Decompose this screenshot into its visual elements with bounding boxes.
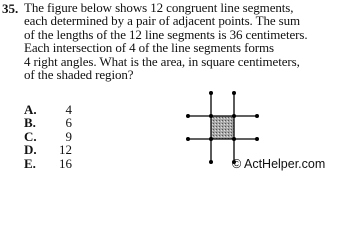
- choice-letter: C.: [24, 128, 37, 144]
- page: {"question": {"number": "35.", "lines": …: [2, 0, 326, 171]
- text-line: 4 right angles. What is the area, in squ…: [24, 53, 300, 69]
- figure: [186, 91, 259, 164]
- question-number: 35.: [2, 1, 19, 16]
- shaded-region: [211, 116, 234, 139]
- text-line: each determined by a pair of adjacent po…: [24, 13, 301, 29]
- choice-text: 12: [59, 142, 72, 158]
- choice-text: 4: [65, 102, 73, 117]
- text-line: of the shaded region?: [24, 67, 134, 83]
- choice-letter: D.: [24, 142, 37, 158]
- choice-text: 9: [65, 128, 73, 144]
- points: [186, 91, 259, 164]
- watermark: © ActHelper.com: [232, 157, 326, 171]
- text-line: of the lengths of the 12 line segments i…: [24, 26, 308, 42]
- choice-letter: E.: [24, 155, 36, 171]
- segments: [188, 93, 257, 162]
- text-line: Each intersection of 4 of the line segme…: [24, 40, 274, 56]
- question-text: The figure below shows 12 congruent line…: [24, 0, 308, 83]
- choice-text: 16: [59, 155, 72, 171]
- text-line: The figure below shows 12 congruent line…: [24, 0, 294, 15]
- choice-text: 6: [65, 115, 73, 131]
- choice-letter: B.: [24, 115, 36, 131]
- choice-letter: A.: [24, 102, 37, 117]
